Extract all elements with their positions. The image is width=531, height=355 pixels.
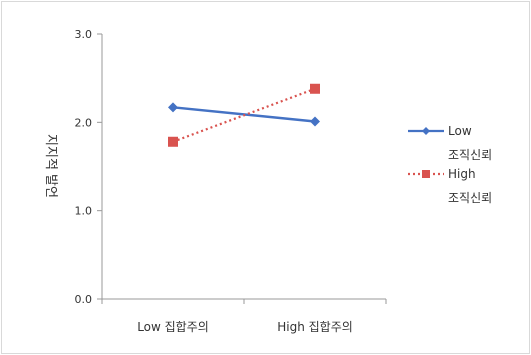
series-line <box>172 87 316 143</box>
data-point <box>310 116 320 127</box>
y-axis-label: 지지적 발언 <box>43 134 58 198</box>
y-tick-label: 1.0 <box>75 205 93 218</box>
x-category-label: High 집합주의 <box>277 320 353 334</box>
legend-label: Low <box>448 124 472 138</box>
y-tick-label: 0.0 <box>75 293 93 306</box>
legend-marker <box>422 127 430 135</box>
data-point <box>168 136 178 147</box>
legend-label: 조직신뢰 <box>448 191 492 205</box>
legend-marker <box>422 170 430 178</box>
legend-label: High <box>448 167 476 181</box>
data-point <box>310 83 320 94</box>
x-category-label: Low 집합주의 <box>137 320 209 334</box>
y-tick-label: 3.0 <box>75 28 93 41</box>
legend-label: 조직신뢰 <box>448 148 492 162</box>
y-tick-label: 2.0 <box>75 116 93 129</box>
data-point <box>168 102 178 113</box>
